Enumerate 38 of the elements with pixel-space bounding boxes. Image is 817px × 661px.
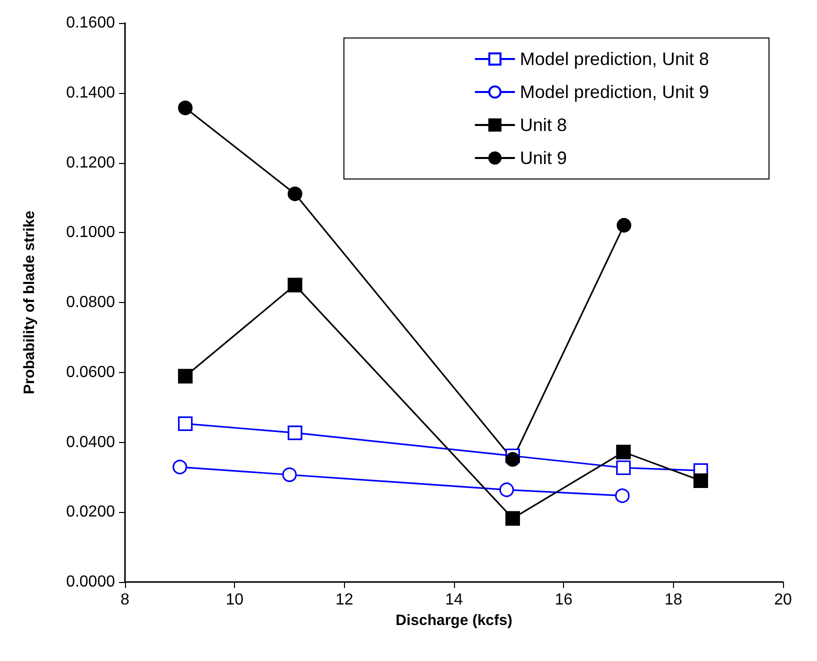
y-tick-label: 0.0800 xyxy=(66,294,116,311)
y-tick-label: 0.0400 xyxy=(66,434,116,451)
y-tick-label: 0.1000 xyxy=(66,224,116,242)
y-tick-label: 0.0600 xyxy=(66,364,116,381)
legend-label: Unit 8 xyxy=(520,115,567,135)
point xyxy=(178,368,193,384)
point xyxy=(615,488,630,503)
point xyxy=(499,482,514,498)
point xyxy=(616,444,631,460)
x-tick-label: 20 xyxy=(774,592,792,608)
x-tick-label: 12 xyxy=(335,592,354,608)
x-axis-title: Discharge (kcfs) xyxy=(396,612,512,629)
point xyxy=(505,452,520,467)
point xyxy=(172,460,188,474)
x-tick-label: 18 xyxy=(664,592,682,608)
point xyxy=(282,467,297,482)
point xyxy=(178,100,193,116)
x-tick-label: 14 xyxy=(445,592,463,608)
point xyxy=(178,416,193,432)
y-tick-label: 0.0200 xyxy=(66,504,116,521)
y-axis-title: Probability of blade strike xyxy=(21,210,38,394)
legend-label: Unit 9 xyxy=(520,148,567,168)
point xyxy=(616,460,631,476)
point xyxy=(288,278,302,292)
y-tick-label: 0.1200 xyxy=(66,154,116,172)
point xyxy=(505,511,520,526)
x-tick-label: 10 xyxy=(226,592,244,608)
point xyxy=(616,218,632,233)
point xyxy=(288,186,302,202)
legend-label: Model prediction, Unit 9 xyxy=(520,82,710,102)
point xyxy=(288,426,302,440)
x-tick-label: 8 xyxy=(120,592,130,608)
legend-label: Model prediction, Unit 8 xyxy=(520,49,710,69)
y-tick-label: 0.1600 xyxy=(66,14,116,32)
y-tick-label: 0.0000 xyxy=(66,574,116,590)
x-tick-label: 16 xyxy=(554,592,573,608)
point xyxy=(693,473,708,488)
y-tick-label: 0.1400 xyxy=(66,84,116,102)
